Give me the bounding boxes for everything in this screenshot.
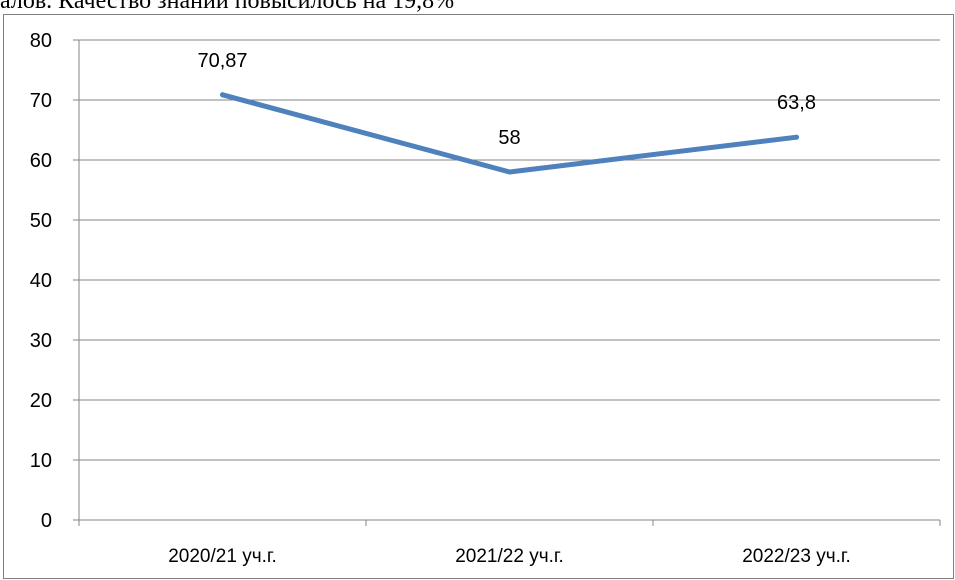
gridlines <box>79 39 940 461</box>
y-tick-label: 40 <box>30 270 52 292</box>
header-text: алов. Качество знаний повысилось на 19,8… <box>0 0 455 14</box>
data-point <box>507 169 512 175</box>
y-tick-label: 30 <box>30 330 52 352</box>
series <box>220 92 799 175</box>
y-tick-label: 80 <box>30 30 52 52</box>
x-tick-label: 2020/21 уч.г. <box>168 546 277 567</box>
x-tick-label: 2021/22 уч.г. <box>455 546 564 567</box>
x-tick-label: 2022/23 уч.г. <box>742 546 851 567</box>
labels: 0 10 20 30 40 50 60 70 80 2020/21 уч.г. 2021/22 уч… <box>30 30 851 567</box>
y-tick-label: 60 <box>30 150 52 172</box>
y-tick-label: 0 <box>41 510 52 532</box>
y-tick-label: 50 <box>30 210 52 232</box>
axes <box>73 39 941 526</box>
chart-frame <box>3 14 954 579</box>
y-tick-label: 10 <box>30 450 52 472</box>
y-tick-label: 70 <box>30 90 52 112</box>
data-label: 70,87 <box>197 50 247 72</box>
data-label: 63,8 <box>777 92 816 114</box>
data-point <box>220 92 225 98</box>
y-tick-label: 20 <box>30 390 52 412</box>
data-label: 58 <box>498 127 520 149</box>
data-point <box>794 134 799 140</box>
